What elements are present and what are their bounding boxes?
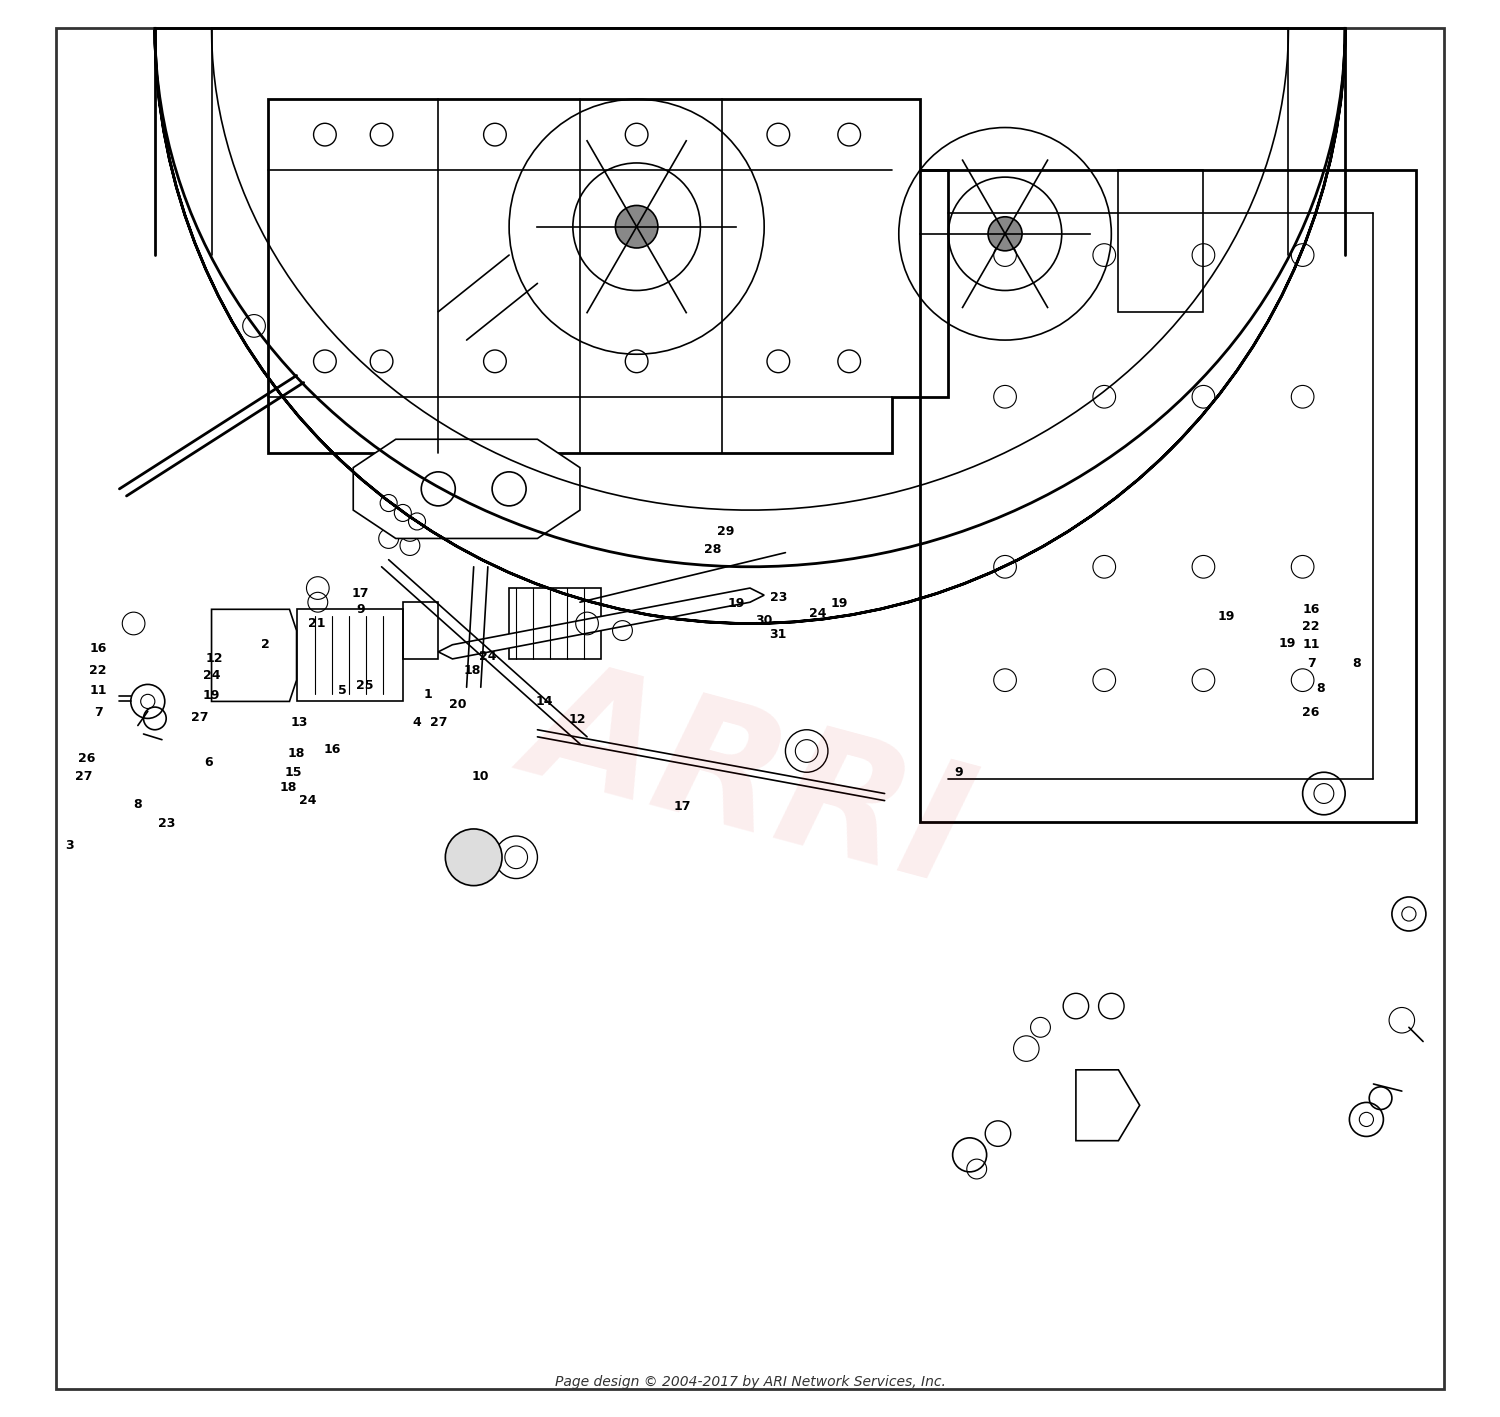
Text: 14: 14 — [536, 694, 554, 708]
Text: 22: 22 — [90, 663, 106, 677]
Text: 2: 2 — [261, 638, 270, 652]
Text: 31: 31 — [770, 628, 788, 642]
Bar — [404, 602, 438, 659]
Text: 11: 11 — [90, 683, 106, 697]
Text: 13: 13 — [291, 716, 308, 730]
Text: 18: 18 — [279, 781, 297, 795]
Text: 3: 3 — [66, 839, 74, 853]
Text: 19: 19 — [728, 597, 744, 611]
Text: 19: 19 — [831, 597, 848, 611]
Text: 7: 7 — [1306, 656, 1316, 670]
Text: 23: 23 — [770, 591, 788, 605]
Text: 28: 28 — [705, 543, 722, 557]
Text: 19: 19 — [1218, 609, 1234, 623]
Text: 17: 17 — [674, 799, 690, 813]
Text: Page design © 2004-2017 by ARI Network Services, Inc.: Page design © 2004-2017 by ARI Network S… — [555, 1374, 945, 1389]
Text: 26: 26 — [78, 751, 96, 765]
Circle shape — [446, 829, 503, 886]
Text: 10: 10 — [472, 769, 489, 784]
Text: 8: 8 — [1352, 656, 1360, 670]
Text: 6: 6 — [204, 755, 213, 769]
Text: 24: 24 — [202, 669, 220, 683]
Text: 12: 12 — [568, 713, 586, 727]
Text: 21: 21 — [308, 616, 326, 631]
Text: 5: 5 — [338, 683, 346, 697]
Text: 24: 24 — [478, 649, 496, 663]
Circle shape — [615, 205, 658, 248]
Text: 1: 1 — [424, 687, 432, 701]
Text: 8: 8 — [1317, 682, 1326, 696]
Text: 12: 12 — [206, 652, 224, 666]
Bar — [509, 588, 602, 659]
Text: 4: 4 — [413, 716, 422, 730]
Text: 19: 19 — [1278, 636, 1296, 650]
Text: 16: 16 — [324, 743, 340, 757]
Text: 25: 25 — [356, 679, 374, 693]
Text: 16: 16 — [90, 642, 106, 656]
Polygon shape — [352, 439, 580, 538]
Text: 20: 20 — [450, 697, 466, 711]
Text: 19: 19 — [202, 689, 220, 703]
Text: 18: 18 — [288, 747, 304, 761]
Text: 24: 24 — [298, 794, 316, 808]
Text: 27: 27 — [192, 710, 208, 724]
Text: 15: 15 — [285, 765, 303, 779]
Text: ARRI: ARRI — [513, 643, 987, 915]
Text: 30: 30 — [756, 614, 772, 628]
Text: 18: 18 — [464, 663, 482, 677]
Text: 22: 22 — [1302, 619, 1320, 633]
Text: 16: 16 — [1302, 602, 1320, 616]
Text: 29: 29 — [717, 524, 735, 538]
Text: 26: 26 — [1302, 706, 1320, 720]
Text: 23: 23 — [158, 816, 176, 830]
Text: 9: 9 — [954, 765, 963, 779]
Circle shape — [988, 217, 1022, 251]
Text: 7: 7 — [94, 706, 102, 720]
Text: 27: 27 — [75, 769, 93, 784]
Text: 17: 17 — [351, 587, 369, 601]
Polygon shape — [438, 588, 764, 659]
Bar — [297, 609, 404, 701]
Text: 24: 24 — [810, 606, 826, 621]
Text: 8: 8 — [134, 798, 142, 812]
Text: 9: 9 — [356, 602, 364, 616]
Text: 27: 27 — [429, 716, 447, 730]
Text: 11: 11 — [1302, 638, 1320, 652]
